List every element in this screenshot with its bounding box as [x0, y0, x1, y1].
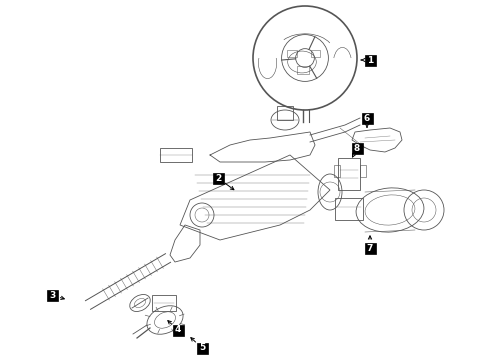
Bar — [297, 66, 309, 74]
FancyBboxPatch shape — [213, 172, 223, 184]
Text: 7: 7 — [367, 243, 373, 252]
Bar — [287, 50, 297, 57]
Text: 4: 4 — [175, 325, 181, 334]
Text: 8: 8 — [354, 144, 360, 153]
FancyBboxPatch shape — [196, 342, 207, 354]
Bar — [152, 295, 176, 311]
Bar — [338, 158, 360, 190]
Text: 3: 3 — [49, 291, 55, 300]
Bar — [277, 106, 293, 120]
Text: 5: 5 — [199, 343, 205, 352]
FancyBboxPatch shape — [47, 289, 57, 301]
Bar — [311, 50, 320, 57]
Text: 2: 2 — [215, 174, 221, 183]
Bar — [160, 148, 192, 162]
Bar — [335, 198, 363, 220]
Text: 6: 6 — [364, 113, 370, 122]
Text: 1: 1 — [367, 55, 373, 64]
Bar — [334, 165, 340, 177]
FancyBboxPatch shape — [351, 143, 363, 153]
Bar — [360, 165, 366, 177]
FancyBboxPatch shape — [172, 324, 183, 336]
FancyBboxPatch shape — [362, 113, 372, 123]
FancyBboxPatch shape — [365, 54, 375, 66]
FancyBboxPatch shape — [365, 243, 375, 253]
